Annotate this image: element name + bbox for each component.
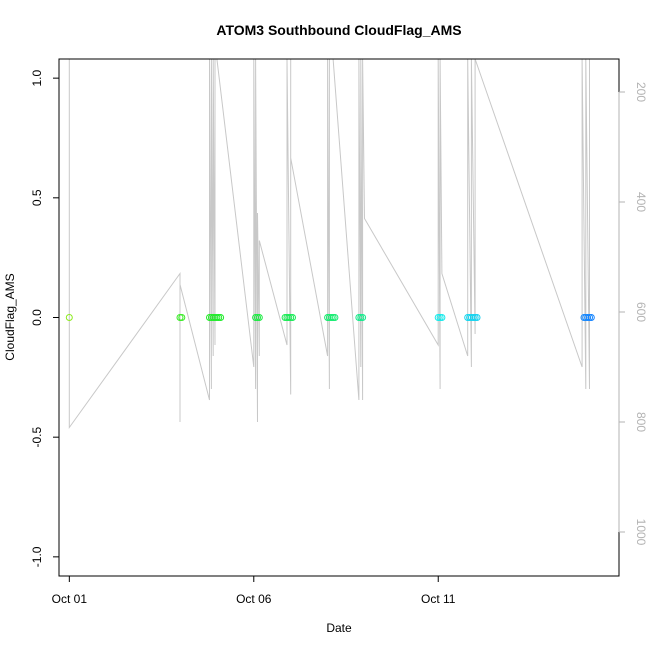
data-point — [355, 314, 363, 321]
y-tick-label: 0.0 — [30, 309, 44, 326]
right-axis: 200 400 600 800 1000 — [618, 82, 648, 546]
data-point — [217, 314, 225, 321]
y-tick-label: 1.0 — [30, 69, 44, 86]
right-tick-label: 800 — [634, 412, 648, 432]
y-tick-label: -1.0 — [30, 546, 44, 567]
data-point — [331, 314, 339, 321]
data-point — [255, 314, 263, 321]
y-tick-label: 0.5 — [30, 189, 44, 206]
data-point — [285, 314, 293, 321]
data-point — [252, 314, 260, 321]
data-point — [438, 314, 446, 321]
right-tick-label: 200 — [634, 82, 648, 102]
x-axis-label: Date — [326, 621, 352, 635]
pressure-track-line — [68, 58, 590, 430]
chart-title: ATOM3 Southbound CloudFlag_AMS — [216, 22, 461, 38]
right-tick-label: 600 — [634, 302, 648, 322]
right-tick-label: 1000 — [634, 519, 648, 546]
y-axis-label: CloudFlag_AMS — [3, 273, 17, 360]
data-point — [178, 314, 186, 321]
data-point — [584, 314, 592, 321]
data-point — [434, 314, 442, 321]
data-point — [65, 314, 73, 321]
x-tick-label: Oct 11 — [421, 592, 456, 606]
right-tick-label: 400 — [634, 192, 648, 212]
points-layer — [65, 314, 595, 321]
y-axis: -1.0 -0.5 0.0 0.5 1.0 — [30, 69, 60, 567]
x-tick-label: Oct 06 — [236, 592, 272, 606]
pressure-track-layer — [68, 58, 590, 430]
data-point — [289, 314, 296, 321]
data-point — [471, 314, 479, 321]
data-point — [473, 314, 481, 321]
x-tick-label: Oct 01 — [52, 592, 88, 606]
data-point — [359, 314, 367, 321]
data-point — [587, 314, 595, 321]
y-tick-label: -0.5 — [30, 427, 44, 448]
x-axis: Oct 01 Oct 06 Oct 11 — [52, 575, 456, 606]
data-point — [215, 314, 223, 321]
